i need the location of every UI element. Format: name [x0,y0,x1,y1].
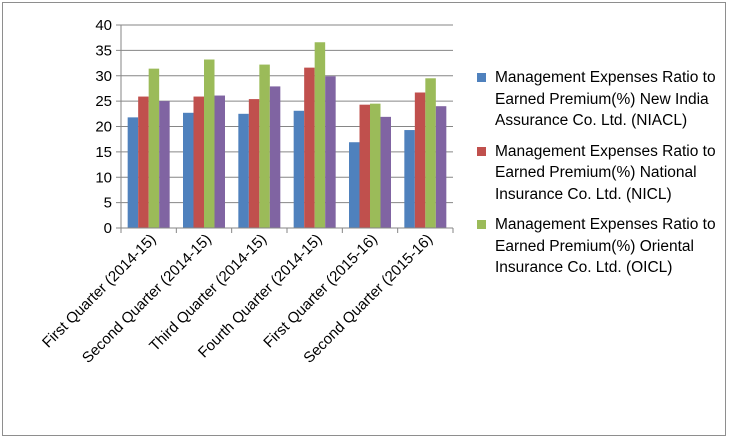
bar [193,96,204,229]
y-axis: 0 5 10 15 20 25 30 35 40 [95,17,122,237]
bar [248,99,260,228]
y-tick-label: 15 [95,144,112,161]
bar [293,110,305,228]
bar [138,96,149,229]
legend-swatch [477,73,486,82]
bar [183,112,194,228]
bar-chart: 0 5 10 15 20 25 30 35 40 First Quarter (2014-15)… [39,17,454,367]
y-tick-label: 40 [95,17,112,34]
bars [127,42,447,229]
bar [159,101,170,228]
bar [127,117,139,228]
legend-swatch [477,146,486,156]
x-axis: First Quarter (2014-15)Second Quarter (2… [39,227,454,367]
legend-swatch [477,220,486,229]
y-tick-label: 25 [95,93,112,110]
legend: Management Expenses Ratio to Earned Prem… [477,67,722,288]
legend-item: Management Expenses Ratio to Earned Prem… [477,141,722,206]
gridlines [121,24,453,204]
bar [214,95,225,228]
bar [435,106,447,228]
y-tick-label: 30 [95,68,112,85]
legend-label: Management Expenses Ratio to Earned Prem… [495,69,716,129]
bar [304,67,315,228]
legend-label: Management Expenses Ratio to Earned Prem… [495,142,716,203]
legend-item: Management Expenses Ratio to Earned Prem… [477,214,722,279]
bar [414,92,426,228]
bar [325,76,336,228]
y-tick-label: 20 [95,119,112,136]
bar [359,104,370,228]
bar [238,113,249,228]
bar [148,68,160,229]
legend-label: Management Expenses Ratio to Earned Prem… [495,216,716,276]
legend-item: Management Expenses Ratio to Earned Prem… [477,67,722,132]
bar [314,42,326,228]
chart-frame: 0 5 10 15 20 25 30 35 40 First Quarter (2014-15)… [2,2,726,436]
bar [269,86,281,228]
y-tick-label: 35 [95,42,112,59]
bar [380,116,391,228]
bar [204,59,215,229]
bar [370,103,381,228]
bar [259,64,270,229]
y-tick-label: 10 [95,169,112,186]
bar [425,78,436,228]
bar [404,130,415,228]
bar [349,142,360,228]
y-tick-label: 5 [104,195,112,212]
y-tick-label: 0 [104,220,112,237]
